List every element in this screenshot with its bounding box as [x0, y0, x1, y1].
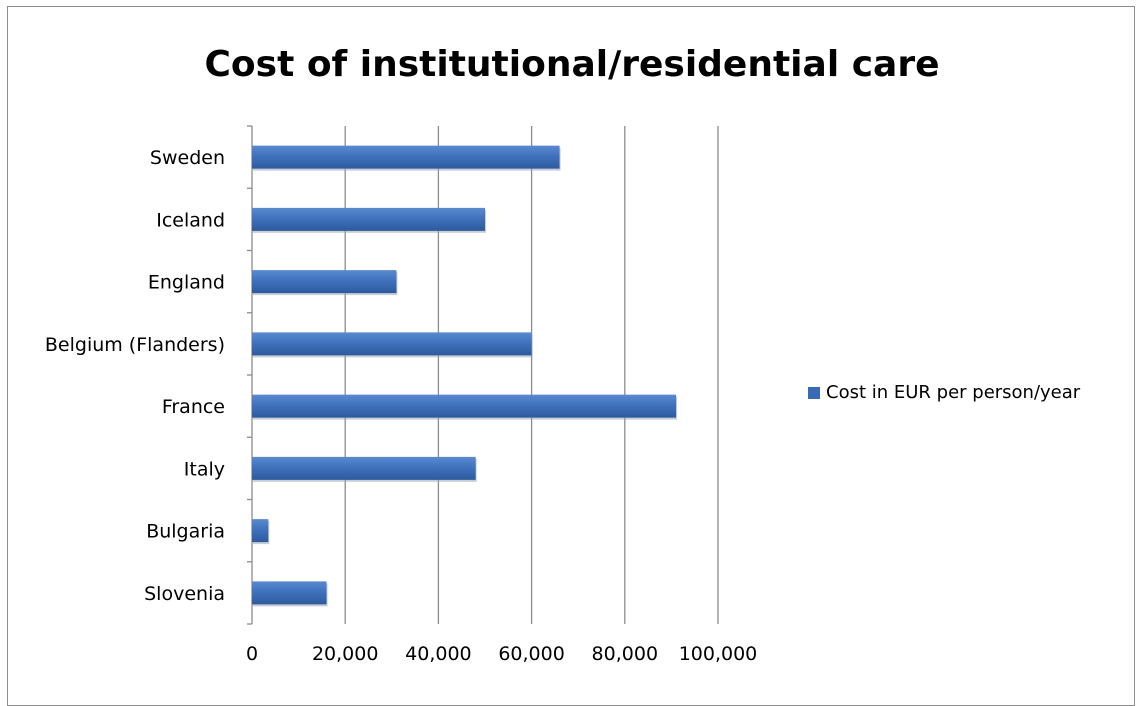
x-tick-label: 100,000	[679, 643, 758, 665]
bar	[252, 145, 560, 169]
bar	[252, 581, 327, 605]
legend-label: Cost in EUR per person/year	[826, 382, 1081, 403]
category-label: Bulgaria	[146, 521, 225, 543]
category-label: Slovenia	[144, 583, 225, 605]
bar	[252, 519, 269, 543]
bar	[252, 270, 397, 294]
bar-chart: Sweden Iceland England Belgium (Flanders) Fr…	[45, 125, 757, 665]
category-labels: Sweden Iceland England Belgium (Flanders) Fr…	[45, 147, 225, 605]
x-tick-label: 40,000	[405, 643, 471, 665]
bar	[252, 456, 476, 480]
legend-swatch	[808, 386, 820, 399]
gridlines	[344, 126, 719, 624]
category-label: France	[162, 396, 225, 418]
chart-title: Cost of institutional/residential care	[204, 44, 940, 85]
bar	[252, 207, 485, 231]
x-tick-labels: 0 20,000 40,000 60,000 80,000 100,000	[246, 643, 757, 665]
category-label: Italy	[184, 458, 225, 480]
chart-frame	[7, 6, 1135, 706]
axes	[247, 125, 253, 625]
x-tick-label: 20,000	[312, 643, 378, 665]
category-label: England	[148, 272, 225, 294]
bar	[252, 332, 532, 356]
bars	[252, 145, 678, 607]
bar	[252, 394, 677, 418]
category-label: Belgium (Flanders)	[45, 334, 225, 356]
x-tick-label: 0	[246, 643, 258, 665]
category-label: Sweden	[150, 147, 225, 169]
legend: Cost in EUR per person/year	[808, 382, 1080, 403]
category-label: Iceland	[156, 209, 225, 231]
x-tick-label: 80,000	[592, 643, 658, 665]
x-tick-label: 60,000	[498, 643, 564, 665]
